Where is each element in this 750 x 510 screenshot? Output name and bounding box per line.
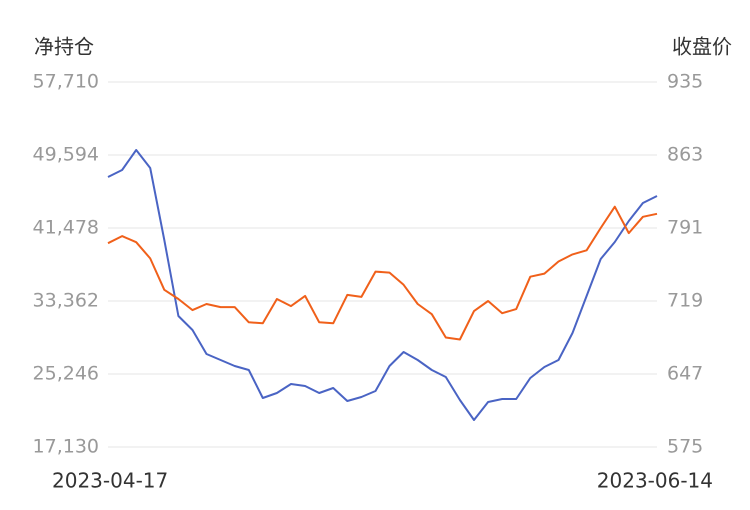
y2-tick-label: 719 [667,290,703,312]
y-tick-label: 25,246 [33,363,99,385]
y2-tick-label: 575 [667,436,703,458]
y2-axis-title: 收盘价 [672,35,732,59]
line-series [107,149,658,421]
x-tick-label: 2023-04-17 [52,469,168,493]
y-axis-title: 净持仓 [34,35,94,59]
line-series [107,205,658,341]
y2-tick-label: 791 [667,217,703,239]
y-tick-label: 33,362 [33,290,99,312]
x-tick-label: 2023-06-14 [597,469,713,493]
y-tick-label: 49,594 [33,144,99,166]
y2-tick-label: 863 [667,144,703,166]
y-tick-label: 57,710 [33,71,99,93]
y-tick-label: 41,478 [33,217,99,239]
y2-tick-label: 935 [667,71,703,93]
y-tick-label: 17,130 [33,436,99,458]
y2-tick-label: 647 [667,363,703,385]
